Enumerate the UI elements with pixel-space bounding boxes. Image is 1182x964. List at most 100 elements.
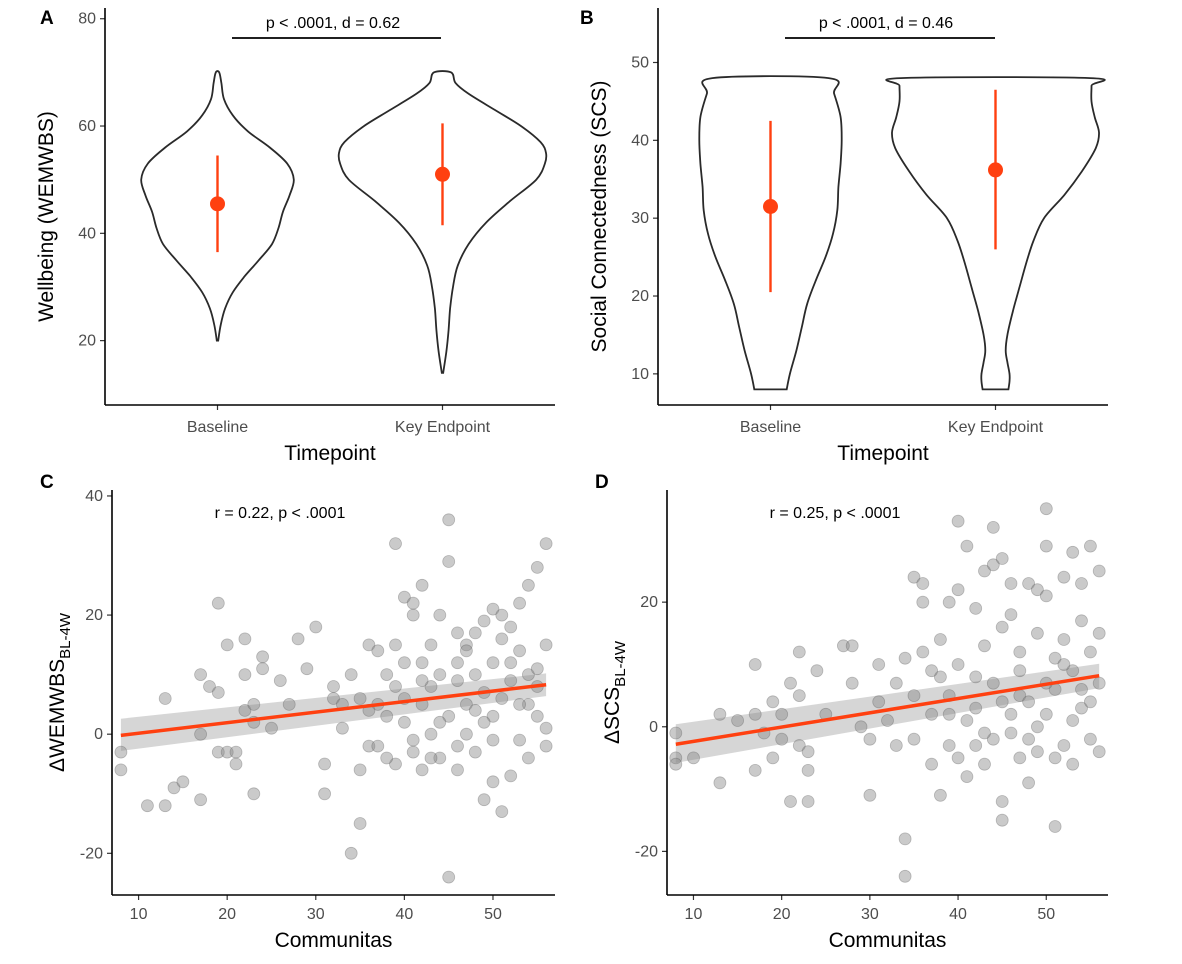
data-point bbox=[881, 714, 894, 727]
data-point bbox=[238, 704, 252, 717]
x-tick-label: Key Endpoint bbox=[948, 419, 1044, 436]
data-point bbox=[353, 763, 367, 777]
data-point bbox=[960, 714, 974, 727]
panel-letter: A bbox=[40, 8, 54, 29]
data-point bbox=[1022, 577, 1035, 590]
data-point bbox=[397, 715, 411, 729]
data-point bbox=[1022, 695, 1035, 709]
data-point bbox=[327, 680, 340, 693]
data-point bbox=[158, 692, 172, 705]
regression-line bbox=[120, 683, 547, 738]
data-point bbox=[969, 670, 983, 684]
data-point bbox=[1013, 645, 1027, 659]
data-point bbox=[530, 662, 544, 676]
data-point bbox=[995, 695, 1009, 709]
mean-point bbox=[210, 196, 225, 212]
data-point bbox=[238, 668, 252, 681]
data-point bbox=[513, 698, 526, 711]
scatter-points bbox=[669, 502, 1106, 883]
data-point bbox=[1084, 645, 1097, 659]
data-point bbox=[389, 638, 402, 652]
data-point bbox=[477, 715, 491, 729]
data-point bbox=[140, 799, 154, 813]
data-point bbox=[1066, 664, 1080, 678]
data-point bbox=[318, 787, 332, 801]
data-point bbox=[468, 668, 482, 681]
data-point bbox=[442, 870, 456, 884]
data-point bbox=[371, 644, 385, 658]
data-point bbox=[211, 686, 225, 699]
data-point bbox=[211, 596, 225, 610]
data-point bbox=[1066, 757, 1080, 771]
data-point bbox=[907, 570, 921, 584]
data-point bbox=[459, 727, 473, 741]
data-point bbox=[424, 680, 438, 693]
data-point bbox=[114, 763, 128, 777]
data-point bbox=[486, 733, 500, 747]
data-point bbox=[486, 656, 500, 670]
data-point bbox=[713, 776, 727, 790]
data-point bbox=[451, 674, 464, 687]
data-point bbox=[1004, 707, 1018, 721]
data-point bbox=[300, 662, 314, 676]
y-axis-title-subscript: BL-4W bbox=[57, 612, 74, 659]
data-point bbox=[335, 721, 349, 735]
data-point bbox=[371, 739, 385, 753]
data-point bbox=[1066, 545, 1080, 559]
data-point bbox=[889, 739, 903, 752]
data-point bbox=[256, 650, 270, 664]
data-point bbox=[504, 656, 518, 670]
data-point bbox=[247, 698, 261, 711]
confidence-band bbox=[120, 673, 547, 751]
x-tick-label: Baseline bbox=[187, 419, 248, 436]
y-axis-title: Wellbeing (WEMWBS) bbox=[35, 111, 58, 322]
data-point bbox=[424, 638, 438, 652]
data-point bbox=[220, 638, 234, 652]
data-point bbox=[362, 739, 376, 753]
data-point bbox=[951, 514, 965, 528]
data-point bbox=[1013, 664, 1027, 678]
x-axis-title: Timepoint bbox=[284, 442, 376, 465]
data-point bbox=[1004, 726, 1018, 740]
data-point bbox=[942, 595, 956, 609]
data-point bbox=[942, 707, 956, 721]
data-point bbox=[380, 668, 394, 681]
data-point bbox=[229, 757, 243, 771]
data-point bbox=[1057, 658, 1071, 671]
data-point bbox=[1004, 577, 1018, 590]
y-tick-label: 20 bbox=[631, 288, 649, 305]
data-point bbox=[784, 795, 797, 808]
data-point bbox=[1084, 695, 1097, 709]
data-point bbox=[451, 739, 464, 753]
data-point bbox=[801, 745, 815, 759]
y-axis-title-main: ΔSCS bbox=[601, 687, 624, 744]
y-tick-label: 10 bbox=[631, 366, 649, 383]
data-point bbox=[442, 513, 456, 527]
data-point bbox=[451, 626, 464, 640]
data-point bbox=[810, 664, 824, 678]
data-point bbox=[969, 701, 983, 715]
data-point bbox=[1004, 608, 1018, 621]
y-axis-title: ΔWEMWBSBL-4W bbox=[46, 612, 74, 772]
data-point bbox=[1022, 776, 1035, 790]
data-point bbox=[433, 715, 447, 729]
data-point bbox=[995, 552, 1009, 565]
data-point bbox=[486, 709, 500, 723]
x-tick-label: 50 bbox=[484, 906, 502, 923]
panel-a: A 20 40 60 80 Baseline Key Endpoint p < .0001, … bbox=[35, 8, 555, 465]
violin-key-endpoint bbox=[337, 70, 548, 374]
data-point bbox=[247, 787, 261, 801]
data-point bbox=[459, 644, 473, 658]
data-point bbox=[978, 564, 991, 578]
data-point bbox=[995, 620, 1009, 634]
y-tick-label: 50 bbox=[631, 54, 649, 71]
data-point bbox=[969, 602, 983, 615]
data-point bbox=[1084, 732, 1097, 746]
data-point bbox=[380, 709, 394, 723]
data-point bbox=[775, 732, 789, 746]
data-point bbox=[801, 795, 815, 808]
x-tick-label: 50 bbox=[1037, 906, 1055, 923]
data-point bbox=[194, 727, 208, 741]
data-point bbox=[459, 638, 473, 652]
data-point bbox=[451, 656, 464, 670]
